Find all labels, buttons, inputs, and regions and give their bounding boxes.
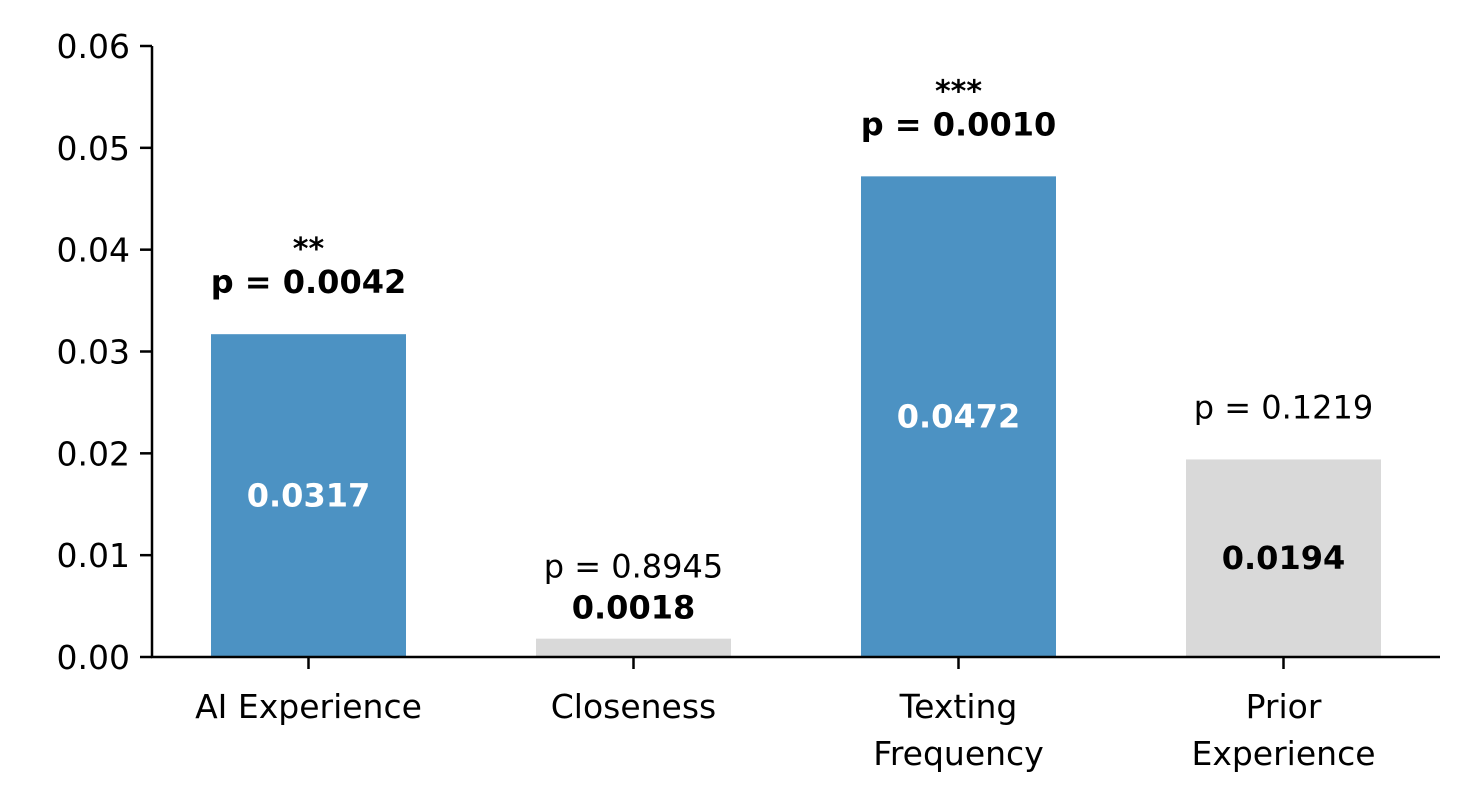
p-value-label-3: p = 0.1219 bbox=[1194, 388, 1373, 426]
significance-stars-0: ** bbox=[293, 232, 325, 267]
x-tick-label-3-0: Prior bbox=[1246, 687, 1322, 726]
bar-value-label-0: 0.0317 bbox=[247, 477, 370, 515]
bar-2 bbox=[861, 176, 1056, 657]
bar-1 bbox=[536, 638, 731, 657]
y-tick-label-1: 0.01 bbox=[57, 536, 130, 575]
significance-stars-2: *** bbox=[935, 74, 982, 109]
y-tick-label-2: 0.02 bbox=[57, 434, 130, 473]
axes-layer bbox=[140, 44, 1440, 669]
bar-value-label-1: 0.0018 bbox=[572, 589, 695, 627]
bar-3 bbox=[1186, 459, 1381, 657]
bar-0 bbox=[211, 334, 406, 657]
y-tick-label-3: 0.03 bbox=[57, 333, 130, 372]
x-tick-label-1-0: Closeness bbox=[551, 687, 717, 726]
y-tick-label-4: 0.04 bbox=[57, 231, 130, 270]
p-value-label-1: p = 0.8945 bbox=[544, 548, 723, 586]
p-value-label-0: p = 0.0042 bbox=[211, 263, 406, 301]
bar-value-label-3: 0.0194 bbox=[1222, 539, 1345, 577]
y-tick-label-5: 0.05 bbox=[57, 129, 130, 168]
x-tick-label-2-1: Frequency bbox=[873, 734, 1043, 773]
y-tick-label-6: 0.06 bbox=[57, 27, 130, 66]
bars-layer bbox=[211, 176, 1381, 657]
bar-value-label-2: 0.0472 bbox=[897, 398, 1020, 436]
p-value-label-2: p = 0.0010 bbox=[861, 105, 1056, 143]
x-tick-label-3-1: Experience bbox=[1191, 734, 1375, 773]
x-tick-label-0-0: AI Experience bbox=[195, 687, 422, 726]
x-tick-label-2-0: Texting bbox=[899, 687, 1018, 726]
y-tick-label-0: 0.00 bbox=[57, 638, 130, 677]
